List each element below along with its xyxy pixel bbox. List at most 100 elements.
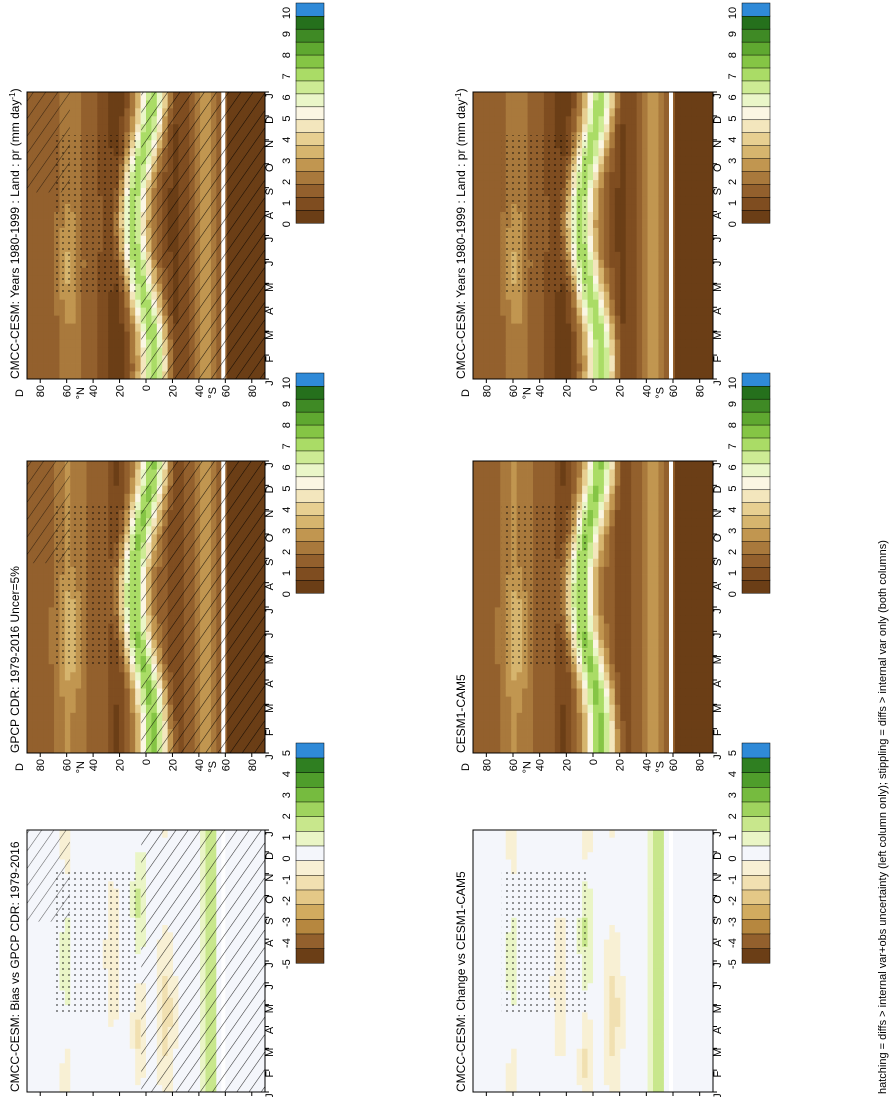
heat-cell: [478, 219, 485, 228]
heat-cell: [582, 315, 588, 324]
colorbar-swatch: [295, 476, 325, 491]
heat-cell: [483, 203, 490, 212]
heat-cell: [54, 744, 60, 754]
heat-cell: [478, 163, 485, 173]
heat-cell: [511, 99, 518, 109]
heat-cell: [494, 259, 501, 268]
heat-cell: [511, 291, 518, 300]
heat-cell: [494, 275, 501, 284]
heat-cell: [598, 219, 605, 228]
heat-cell: [32, 688, 39, 697]
y-tick-label: 20: [115, 385, 127, 397]
heat-cell: [582, 107, 588, 117]
heat-cell: [543, 115, 550, 125]
heat-cell: [691, 219, 698, 228]
heat-cell: [691, 355, 698, 364]
heat-cell: [32, 712, 39, 721]
heat-cell: [631, 99, 638, 109]
x-tick-label: N: [264, 140, 276, 148]
heat-cell: [680, 307, 687, 316]
heat-cell: [86, 704, 93, 713]
heat-cell: [587, 267, 594, 276]
y-tick-label: 40: [88, 385, 100, 397]
heat-cell: [108, 291, 114, 300]
heat-cell: [598, 115, 605, 125]
corner-label: D: [14, 763, 26, 771]
heat-cell: [70, 461, 77, 470]
heat-cell: [27, 283, 33, 292]
heat-cell: [680, 299, 687, 308]
heat-cell: [59, 712, 66, 721]
heat-cell: [598, 227, 605, 236]
heat-cell: [522, 363, 528, 372]
heat-cell: [576, 115, 583, 125]
heat-cell: [625, 299, 632, 308]
heat-cell: [614, 283, 621, 292]
heat-cell: [631, 227, 638, 236]
heat-cell: [647, 187, 654, 197]
x-tick-label: F: [264, 355, 276, 362]
heat-cell: [625, 92, 632, 101]
heat-cell: [609, 267, 616, 276]
heat-cell: [593, 299, 599, 308]
heat-cell: [102, 477, 109, 486]
heat-cell: [674, 259, 681, 268]
heat-cell: [54, 323, 60, 332]
heat-cell: [135, 115, 141, 125]
heat-cell: [636, 131, 643, 141]
heat-cell: [598, 203, 605, 212]
colorbar-swatch: [295, 170, 325, 185]
heat-cell: [48, 647, 55, 657]
heat-cell: [543, 339, 550, 348]
heat-cell: [54, 663, 60, 673]
heat-cell: [609, 187, 616, 197]
heat-cell: [473, 163, 479, 173]
heat-cell: [653, 147, 659, 157]
heat-cell: [587, 259, 594, 268]
heat-cell: [32, 347, 39, 356]
heat-cell: [500, 355, 507, 364]
heat-cell: [43, 195, 50, 205]
heat-cell: [32, 655, 39, 665]
heat-cell: [707, 171, 714, 181]
heat-cell: [658, 331, 665, 340]
heat-cell: [102, 688, 109, 697]
heat-cell: [489, 171, 496, 181]
heat-cell: [653, 243, 659, 252]
heat-cell: [511, 339, 518, 348]
heat-cell: [538, 307, 545, 316]
heat-cell: [527, 92, 534, 101]
colorbar-tick-label: 2: [281, 179, 293, 185]
heat-cell: [37, 590, 44, 600]
heat-cell: [511, 115, 518, 125]
heat-cell: [27, 267, 33, 276]
heat-cell: [37, 371, 44, 380]
heat-cell: [48, 251, 55, 260]
heat-cell: [702, 195, 708, 205]
heat-cell: [32, 235, 39, 244]
heat-cell: [538, 355, 545, 364]
heat-cell: [43, 339, 50, 348]
heat-cell: [533, 355, 539, 364]
heat-cell: [129, 688, 136, 697]
heat-cell: [473, 155, 479, 165]
heat-cell: [48, 663, 55, 673]
heat-cell: [86, 339, 93, 348]
heat-cell: [81, 461, 87, 470]
heat-cell: [702, 299, 708, 308]
heat-cell: [32, 339, 39, 348]
heat-cell: [674, 275, 681, 284]
heat-cell: [702, 283, 708, 292]
heat-cell: [102, 115, 109, 125]
heat-cell: [113, 331, 120, 340]
heat-cell: [587, 211, 594, 220]
heat-cell: [37, 291, 44, 300]
heat-cell: [505, 347, 512, 356]
heat-cell: [549, 92, 556, 101]
heat-cell: [81, 371, 87, 380]
heat-cell: [691, 323, 698, 332]
heat-cell: [587, 283, 594, 292]
heat-cell: [680, 92, 687, 101]
heat-cell: [625, 275, 632, 284]
heat-cell: [102, 744, 109, 754]
